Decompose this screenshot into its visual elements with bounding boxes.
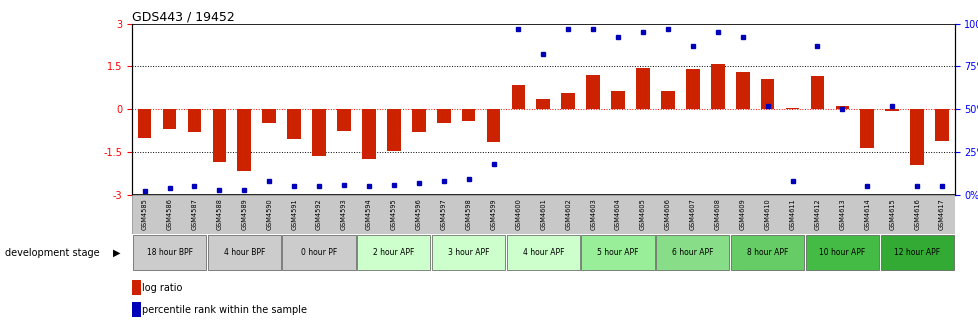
Text: GSM4612: GSM4612: [814, 198, 820, 230]
Bar: [810, 76, 823, 109]
Bar: [655, 236, 729, 270]
Text: 8 hour APF: 8 hour APF: [746, 248, 787, 257]
Bar: [581, 236, 654, 270]
Bar: [132, 302, 141, 317]
Text: GSM4610: GSM4610: [764, 198, 770, 230]
Bar: [486, 109, 500, 142]
Bar: [860, 109, 873, 148]
Text: 10 hour APF: 10 hour APF: [819, 248, 865, 257]
Text: GSM4585: GSM4585: [142, 198, 148, 230]
Bar: [162, 109, 176, 129]
Text: GSM4602: GSM4602: [564, 198, 571, 230]
Bar: [536, 99, 550, 109]
Bar: [710, 64, 724, 109]
Text: GSM4592: GSM4592: [316, 198, 322, 230]
Text: GSM4603: GSM4603: [590, 198, 596, 230]
Bar: [282, 236, 355, 270]
Text: 3 hour APF: 3 hour APF: [447, 248, 489, 257]
Bar: [336, 109, 350, 131]
Text: 4 hour BPF: 4 hour BPF: [223, 248, 265, 257]
Text: 12 hour APF: 12 hour APF: [893, 248, 939, 257]
Bar: [312, 109, 326, 156]
Text: GSM4595: GSM4595: [390, 198, 396, 230]
Bar: [357, 236, 430, 270]
Bar: [507, 236, 579, 270]
Text: GSM4591: GSM4591: [290, 198, 297, 230]
Bar: [287, 109, 300, 139]
Bar: [660, 91, 674, 109]
Text: GSM4614: GSM4614: [864, 198, 869, 230]
Text: GSM4587: GSM4587: [192, 198, 198, 230]
Bar: [133, 236, 206, 270]
Text: GSM4611: GSM4611: [788, 198, 795, 230]
Bar: [462, 109, 475, 121]
Bar: [610, 91, 624, 109]
Text: 18 hour BPF: 18 hour BPF: [147, 248, 193, 257]
Text: 0 hour PF: 0 hour PF: [300, 248, 336, 257]
Bar: [934, 109, 948, 141]
Bar: [511, 85, 525, 109]
Text: 4 hour APF: 4 hour APF: [522, 248, 563, 257]
Text: GSM4607: GSM4607: [689, 198, 695, 230]
Bar: [560, 93, 574, 109]
Text: percentile rank within the sample: percentile rank within the sample: [142, 305, 306, 314]
Bar: [785, 108, 799, 109]
Text: GSM4589: GSM4589: [241, 198, 247, 230]
Text: GSM4599: GSM4599: [490, 198, 496, 230]
Bar: [686, 69, 699, 109]
Bar: [805, 236, 878, 270]
Text: 6 hour APF: 6 hour APF: [672, 248, 713, 257]
Bar: [834, 107, 848, 109]
Bar: [386, 109, 400, 151]
Text: 5 hour APF: 5 hour APF: [597, 248, 639, 257]
Text: GSM4596: GSM4596: [416, 198, 422, 230]
Text: GSM4616: GSM4616: [913, 198, 919, 230]
Text: GSM4606: GSM4606: [664, 198, 670, 230]
Text: GSM4586: GSM4586: [166, 198, 172, 230]
Text: GSM4597: GSM4597: [440, 198, 446, 230]
Text: GSM4593: GSM4593: [340, 198, 346, 230]
Text: GSM4617: GSM4617: [938, 198, 944, 230]
Bar: [238, 109, 251, 171]
Bar: [735, 72, 749, 109]
Bar: [731, 236, 804, 270]
Text: GSM4601: GSM4601: [540, 198, 546, 230]
Bar: [188, 109, 201, 132]
Bar: [138, 109, 152, 138]
Bar: [884, 109, 898, 111]
Text: GSM4598: GSM4598: [466, 198, 471, 230]
Bar: [262, 109, 276, 124]
Text: 2 hour APF: 2 hour APF: [373, 248, 414, 257]
Text: ▶: ▶: [112, 248, 120, 258]
Text: GSM4608: GSM4608: [714, 198, 720, 230]
Text: GSM4604: GSM4604: [614, 198, 620, 230]
Text: GDS443 / 19452: GDS443 / 19452: [132, 10, 235, 23]
Text: development stage: development stage: [5, 248, 100, 258]
Bar: [431, 236, 505, 270]
Bar: [910, 109, 923, 165]
Bar: [132, 280, 141, 295]
Bar: [760, 79, 774, 109]
Bar: [436, 109, 450, 124]
Bar: [636, 68, 649, 109]
Text: log ratio: log ratio: [142, 283, 182, 293]
Text: GSM4613: GSM4613: [838, 198, 845, 230]
Text: GSM4605: GSM4605: [640, 198, 645, 230]
Text: GSM4588: GSM4588: [216, 198, 222, 230]
Text: GSM4600: GSM4600: [514, 198, 521, 230]
Text: GSM4615: GSM4615: [888, 198, 894, 230]
Bar: [586, 75, 600, 109]
Text: GSM4594: GSM4594: [366, 198, 372, 230]
Text: GSM4609: GSM4609: [739, 198, 745, 230]
Bar: [412, 109, 425, 132]
Bar: [207, 236, 281, 270]
Bar: [879, 236, 953, 270]
Bar: [362, 109, 376, 159]
Text: GSM4590: GSM4590: [266, 198, 272, 230]
Bar: [212, 109, 226, 162]
